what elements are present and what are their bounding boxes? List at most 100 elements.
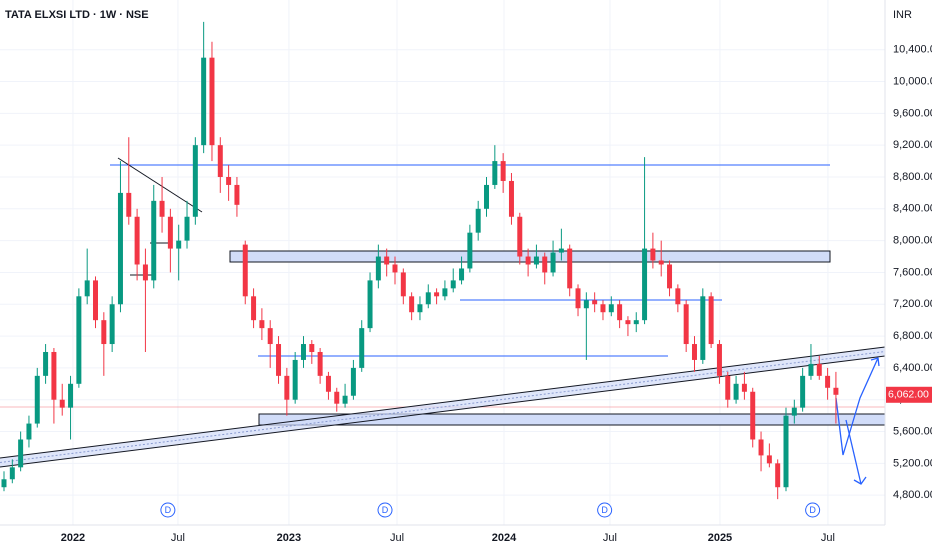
x-tick-label: 2024 [492, 532, 517, 544]
candle-body [492, 161, 498, 185]
candle-body [808, 363, 814, 376]
dividend-label: D [165, 505, 172, 515]
candle-body [833, 387, 839, 395]
candle-body [300, 344, 306, 360]
candle-body [325, 375, 331, 392]
candle-body [733, 383, 739, 400]
candle-body [725, 375, 731, 400]
y-tick-label: 6,400.00 [893, 362, 932, 374]
candle-body [292, 359, 298, 400]
candle-body [76, 296, 82, 384]
candle-body [209, 57, 215, 146]
candle-body [226, 176, 232, 185]
candle-body [400, 272, 406, 297]
x-tick-label: 2023 [277, 532, 301, 544]
candle-body [575, 288, 581, 309]
candle-body [508, 180, 514, 217]
candle-body [741, 383, 747, 392]
candle-body [267, 328, 273, 345]
candle-body [517, 216, 523, 257]
candle-body [583, 300, 589, 309]
candle-body [791, 407, 797, 416]
candle-body [126, 192, 132, 217]
dividend-label: D [601, 505, 608, 515]
candle-body [775, 463, 781, 488]
candle-body [234, 184, 240, 205]
y-tick-label: 7,600.00 [893, 266, 932, 278]
candle-body [758, 439, 764, 456]
candle-body [43, 351, 49, 376]
channel-mid [0, 351, 886, 463]
x-tick-label: Jul [171, 532, 185, 544]
candle-body [525, 256, 531, 265]
candle-body [675, 288, 681, 305]
candle-body [766, 455, 772, 464]
x-tick-label: Jul [603, 532, 617, 544]
candle-body [392, 264, 398, 273]
candle-body [109, 304, 115, 345]
candle-body [134, 216, 140, 265]
candle-body [592, 300, 598, 305]
x-tick-label: Jul [390, 532, 404, 544]
candle-body [59, 399, 65, 408]
channel-line [0, 346, 886, 459]
candle-body [500, 161, 506, 181]
candle-body [184, 216, 190, 241]
candle-body [800, 375, 806, 408]
candle-body [359, 328, 365, 368]
candle-body [259, 320, 265, 329]
candle-body [201, 57, 207, 146]
candle-body [633, 320, 639, 325]
candle-body [783, 415, 789, 488]
chart-title: TATA ELXSI LTD · 1W · NSE [5, 9, 149, 21]
candle-body [434, 292, 440, 297]
candle-body [384, 256, 390, 265]
candle-body [192, 145, 198, 217]
candle-body [417, 304, 423, 313]
dividend-marker [805, 502, 821, 518]
y-tick-label: 10,400.00 [893, 44, 932, 56]
candle-body [242, 244, 248, 297]
scenario-arrow [835, 357, 879, 456]
last-price-box [886, 386, 932, 403]
y-tick-label: 9,200.00 [893, 139, 932, 151]
candle-body [542, 256, 548, 273]
candle-body [350, 367, 356, 396]
channel-line [0, 355, 886, 468]
candle-body [217, 145, 223, 177]
y-tick-label: 7,200.00 [893, 298, 932, 310]
candle-body [617, 304, 623, 321]
candle-body [475, 208, 481, 233]
candle-body [708, 296, 714, 345]
y-tick-label: 9,600.00 [893, 107, 932, 119]
candle-body [117, 192, 123, 305]
candle-body [334, 391, 340, 404]
candle-body [816, 363, 822, 376]
candle-body [700, 296, 706, 360]
candle-body [691, 344, 697, 360]
candle-body [151, 200, 157, 281]
y-tick-label: 10,000.00 [893, 75, 932, 87]
arrow-head [853, 476, 867, 485]
candle-body [750, 391, 756, 440]
last-price-label: 6,062.00 [888, 389, 929, 401]
candle-body [425, 292, 431, 305]
candle-body [484, 184, 490, 209]
candle-body [600, 304, 606, 313]
candle-body [567, 248, 573, 289]
candle-body [558, 248, 564, 253]
candle-body [650, 248, 656, 261]
dividend-marker [597, 502, 613, 518]
candle-body [459, 268, 465, 281]
candle-body [251, 296, 257, 321]
candle-body [167, 216, 173, 249]
candle-body [317, 351, 323, 376]
candle-body [467, 232, 473, 269]
candle-body [142, 264, 148, 281]
candle-body [625, 320, 631, 325]
candle-body [550, 252, 556, 273]
candle-body [176, 240, 182, 249]
candle-body [409, 296, 415, 313]
scenario-arrow [845, 419, 862, 485]
